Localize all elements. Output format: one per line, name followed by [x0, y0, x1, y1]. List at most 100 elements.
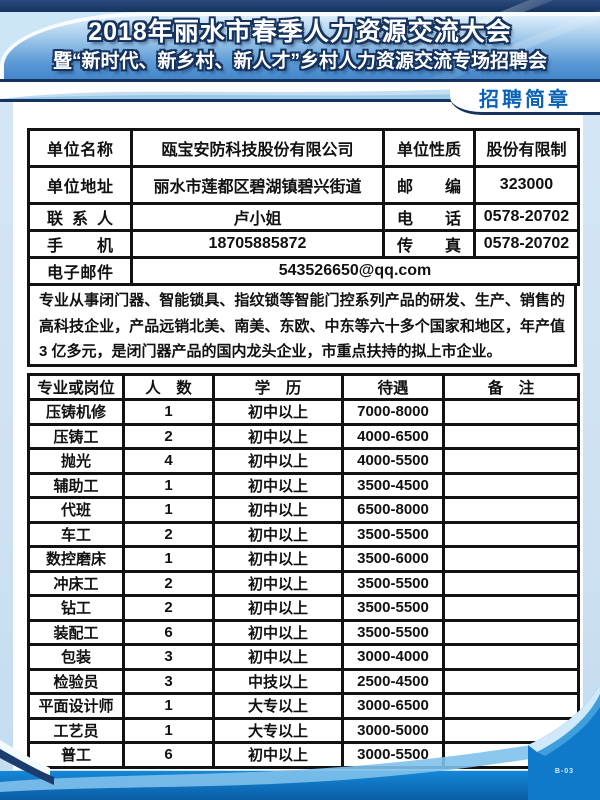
- zip-label: 邮编: [382, 165, 476, 205]
- recruitment-badge: 招聘简章: [450, 82, 600, 115]
- job-position: 包装: [27, 643, 125, 671]
- contact-value: 卢小姐: [130, 202, 385, 232]
- job-note: [442, 569, 580, 597]
- job-count: 1: [122, 692, 215, 720]
- job-row: 平面设计师 1 大专以上 3000-6500: [27, 692, 580, 720]
- company-nature-label: 单位性质: [382, 128, 476, 168]
- job-salary: 3500-6000: [341, 545, 445, 573]
- jobs-header-note: 备 注: [442, 373, 580, 401]
- jobs-header-education: 学 历: [212, 373, 344, 401]
- job-row: 钻工 2 初中以上 3500-5500: [27, 594, 580, 622]
- contact-label: 联系人: [27, 202, 133, 232]
- job-education: 大专以上: [212, 692, 344, 720]
- job-position: 数控磨床: [27, 545, 125, 573]
- job-position: 普工: [27, 741, 125, 769]
- job-count: 3: [122, 667, 215, 695]
- job-row: 冲床工 2 初中以上 3500-5500: [27, 569, 580, 597]
- job-count: 3: [122, 643, 215, 671]
- job-count: 6: [122, 618, 215, 646]
- job-salary: 6500-8000: [341, 496, 445, 524]
- job-education: 初中以上: [212, 741, 344, 769]
- job-note: [442, 496, 580, 524]
- main-title: 2018年丽水市春季人力资源交流大会: [88, 18, 512, 46]
- job-note: [442, 692, 580, 720]
- job-salary: 3500-5500: [341, 569, 445, 597]
- job-salary: 3500-5500: [341, 594, 445, 622]
- job-row: 数控磨床 1 初中以上 3500-6000: [27, 545, 580, 573]
- badge-label: 招聘简章: [479, 88, 571, 111]
- sub-title: 暨“新时代、新乡村、新人才”乡村人力资源交流专场招聘会: [52, 51, 547, 72]
- jobs-header-salary: 待遇: [341, 373, 445, 401]
- job-position: 抛光: [27, 447, 125, 475]
- job-education: 初中以上: [212, 643, 344, 671]
- content-panel: 单位名称 瓯宝安防科技股份有限公司 单位性质 股份有限制 单位地址 丽水市莲都区…: [13, 102, 583, 770]
- job-education: 初中以上: [212, 471, 344, 499]
- job-education: 初中以上: [212, 496, 344, 524]
- company-name-label: 单位名称: [27, 128, 133, 168]
- mobile-label: 手机: [27, 229, 133, 259]
- job-count: 1: [122, 716, 215, 744]
- table-row: 电子邮件 543526650@qq.com: [27, 256, 580, 286]
- phone-label: 电话: [382, 202, 476, 232]
- job-salary: 2500-4500: [341, 667, 445, 695]
- job-row: 压铸机修 1 初中以上 7000-8000: [27, 398, 580, 426]
- job-position: 平面设计师: [27, 692, 125, 720]
- header-band: 2018年丽水市春季人力资源交流大会 暨“新时代、新乡村、新人才”乡村人力资源交…: [0, 0, 600, 100]
- job-salary: 7000-8000: [341, 398, 445, 426]
- job-note: [442, 520, 580, 548]
- job-count: 2: [122, 520, 215, 548]
- job-note: [442, 643, 580, 671]
- job-note: [442, 447, 580, 475]
- job-count: 1: [122, 471, 215, 499]
- job-row: 车工 2 初中以上 3500-5500: [27, 520, 580, 548]
- job-position: 装配工: [27, 618, 125, 646]
- job-salary: 3000-4000: [341, 643, 445, 671]
- fax-label: 传真: [382, 229, 476, 259]
- job-row: 装配工 6 初中以上 3500-5500: [27, 618, 580, 646]
- job-position: 钻工: [27, 594, 125, 622]
- job-note: [442, 545, 580, 573]
- job-salary: 4000-5500: [341, 447, 445, 475]
- job-position: 冲床工: [27, 569, 125, 597]
- email-value: 543526650@qq.com: [130, 256, 580, 286]
- job-position: 工艺员: [27, 716, 125, 744]
- job-note: [442, 398, 580, 426]
- divider-rule-top: [0, 79, 600, 82]
- job-count: 1: [122, 398, 215, 426]
- company-nature-value: 股份有限制: [473, 128, 580, 168]
- mobile-value: 18705885872: [130, 229, 385, 259]
- job-education: 初中以上: [212, 520, 344, 548]
- fax-value: 0578-20702: [473, 229, 580, 259]
- job-note: [442, 471, 580, 499]
- jobs-header-row: 专业或岗位 人 数 学 历 待遇 备 注: [27, 373, 580, 401]
- job-position: 检验员: [27, 667, 125, 695]
- job-note: [442, 594, 580, 622]
- company-address-value: 丽水市莲都区碧湖镇碧兴街道: [130, 165, 385, 205]
- divider-rule-bottom: [0, 99, 462, 102]
- job-position: 辅助工: [27, 471, 125, 499]
- job-row: 辅助工 1 初中以上 3500-4500: [27, 471, 580, 499]
- job-education: 初中以上: [212, 422, 344, 450]
- job-count: 2: [122, 569, 215, 597]
- job-salary: 3500-4500: [341, 471, 445, 499]
- job-salary: 4000-6500: [341, 422, 445, 450]
- job-position: 压铸工: [27, 422, 125, 450]
- job-education: 初中以上: [212, 618, 344, 646]
- phone-value: 0578-20702: [473, 202, 580, 232]
- company-description: 专业从事闭门器、智能锁具、指纹锁等智能门控系列产品的研发、生产、销售的高科技企业…: [27, 283, 577, 367]
- job-education: 初中以上: [212, 569, 344, 597]
- job-education: 初中以上: [212, 398, 344, 426]
- job-note: [442, 422, 580, 450]
- job-salary: 3000-5000: [341, 716, 445, 744]
- job-position: 车工: [27, 520, 125, 548]
- job-education: 初中以上: [212, 447, 344, 475]
- table-row: 联系人 卢小姐 电话 0578-20702: [27, 202, 580, 232]
- job-note: [442, 667, 580, 695]
- job-count: 6: [122, 741, 215, 769]
- table-row: 手机 18705885872 传真 0578-20702: [27, 229, 580, 259]
- job-position: 压铸机修: [27, 398, 125, 426]
- page-code: B-03: [554, 768, 574, 775]
- job-count: 4: [122, 447, 215, 475]
- company-address-label: 单位地址: [27, 165, 133, 205]
